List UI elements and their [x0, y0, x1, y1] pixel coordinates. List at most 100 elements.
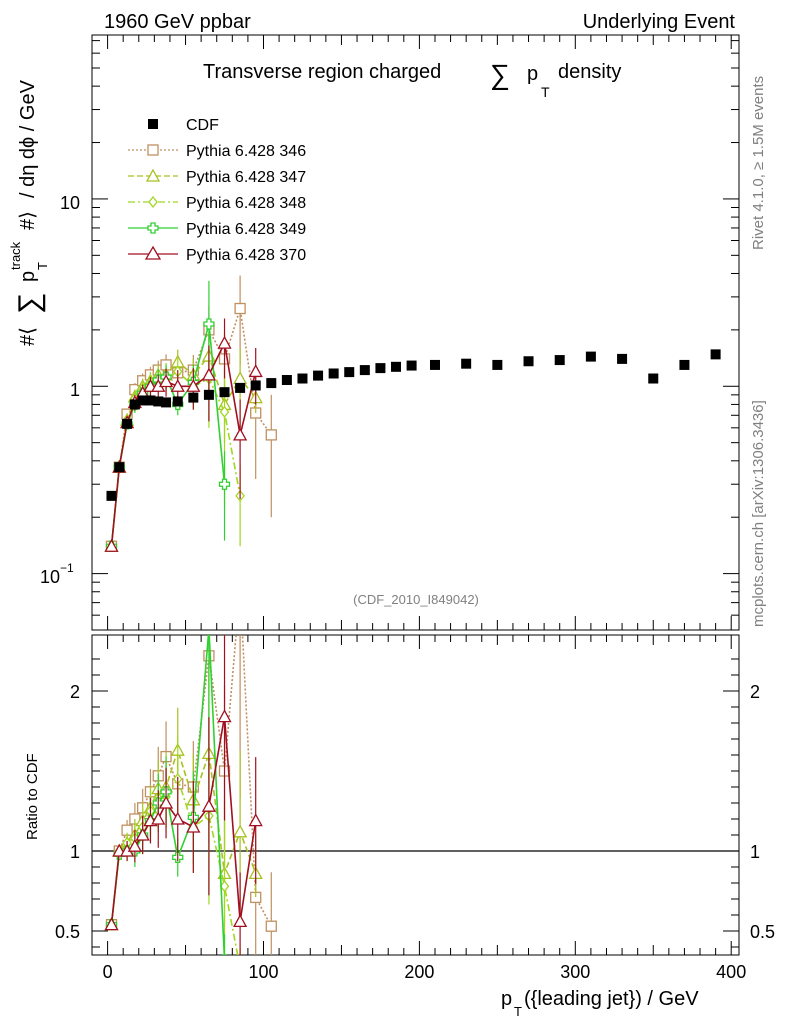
data-point [204, 624, 214, 634]
cdf-data-point [359, 365, 370, 376]
cdf-data-point [137, 395, 148, 406]
ylabel-rest: / dη dϕ / GeV [17, 79, 39, 198]
ratio-plot-frame [91, 634, 740, 956]
cdf-data-point [391, 361, 402, 372]
data-point [221, 954, 228, 955]
ratio-series-line [110, 747, 257, 925]
cdf-data-point [406, 360, 417, 371]
data-point [218, 478, 231, 490]
cdf-data-point [297, 373, 308, 384]
ylabel-hash-open: #⟨ [17, 327, 39, 346]
ratio-ytick-label: 0.5 [55, 922, 80, 942]
legend-label-370: Pythia 6.428 370 [186, 247, 306, 264]
cdf-data-point [161, 397, 172, 408]
data-point [127, 838, 142, 852]
data-point [265, 920, 277, 932]
cdf-data-point [145, 395, 156, 406]
data-point [233, 427, 248, 441]
cdf-data-point [122, 418, 133, 429]
plot-title-p: p [527, 63, 538, 85]
cdf-data-point [114, 462, 125, 473]
x-axis-label: p T ({leading jet}) / GeV [501, 988, 699, 1019]
ratio-ytick-label: 1 [70, 842, 80, 862]
legend-marker-347 [145, 168, 161, 182]
data-point [158, 374, 174, 388]
legend-marker-370 [144, 245, 162, 260]
ratio-series-pythia-6.428-349 [105, 624, 228, 955]
data-point [235, 582, 245, 592]
cdf-data-point [710, 349, 721, 360]
ratio-ytick-label-right: 2 [750, 682, 760, 702]
legend-label-cdf: CDF [186, 117, 219, 134]
data-point [217, 709, 232, 723]
plot-title-sigma: ∑ [490, 59, 510, 90]
cdf-data-point [648, 373, 659, 384]
ratio-ytick-label: 2 [70, 682, 80, 702]
legend-entry-348: Pythia 6.428 348 [128, 195, 306, 212]
series-pythia-6.428-370 [104, 318, 263, 552]
plot-title: Transverse region charged ∑ p T density [203, 59, 621, 100]
legend-entry-347: Pythia 6.428 347 [128, 168, 306, 186]
ylabel-sigma: ∑ [13, 293, 46, 314]
cdf-data-point [235, 382, 246, 393]
legend-entry-349: Pythia 6.428 349 [128, 221, 306, 238]
ylabel-p: p [17, 271, 39, 282]
legend-marker-348 [148, 195, 158, 209]
ytick-label-1: 1 [70, 380, 80, 400]
legend-marker-349 [147, 222, 159, 234]
series-pythia-6.428-348 [106, 348, 245, 553]
cdf-data-point [429, 359, 440, 370]
cdf-data-point [188, 392, 199, 403]
legend-marker-cdf [148, 119, 158, 129]
data-point [186, 819, 201, 833]
data-point [217, 335, 232, 349]
data-point [265, 429, 277, 441]
cdf-data-point [281, 375, 292, 386]
ratio-series-pythia-6.428-346 [105, 582, 277, 955]
data-point [203, 318, 215, 330]
cdf-data-point [153, 396, 164, 407]
cdf-data-point [172, 396, 183, 407]
ylabel-sup: track [8, 241, 23, 270]
cdf-data-point [554, 355, 565, 366]
legend-label-348: Pythia 6.428 348 [186, 195, 306, 212]
main-plot-data [104, 275, 721, 553]
data-point [233, 914, 248, 928]
legend-label-347: Pythia 6.428 347 [186, 169, 306, 186]
cdf-data-point [375, 363, 386, 374]
plot-title-post: density [558, 61, 621, 83]
legend-entry-370: Pythia 6.428 370 [128, 245, 306, 264]
main-plot-frame [91, 34, 740, 631]
header-right: Underlying Event [583, 11, 736, 33]
cdf-data-point [344, 367, 355, 378]
cdf-data-point [328, 368, 339, 379]
ytick-label-0.1-base: 10 [40, 567, 60, 587]
ytick-label-0.1: 10 −1 [40, 561, 74, 587]
xtick-label: 0 [103, 962, 113, 982]
rivet-version-label: Rivet 4.1.0, ≥ 1.5M events [750, 76, 767, 250]
cdf-data-point [106, 490, 117, 501]
data-point [201, 798, 217, 812]
ylabel-sub: T [35, 262, 50, 270]
data-point [233, 371, 248, 385]
ytick-label-0.1-exp: −1 [60, 561, 74, 575]
ratio-plot-data [104, 582, 277, 955]
cdf-data-point [203, 389, 214, 400]
xlabel-rest: ({leading jet}) / GeV [524, 988, 699, 1010]
header-left: 1960 GeV ppbar [104, 11, 251, 33]
data-point [201, 367, 217, 381]
cdf-data-point [129, 399, 140, 410]
xlabel-p: p [501, 988, 512, 1010]
data-point [219, 880, 230, 893]
data-point [170, 811, 185, 825]
xtick-label: 100 [248, 962, 278, 982]
legend-label-346: Pythia 6.428 346 [186, 143, 306, 160]
legend-label-349: Pythia 6.428 349 [186, 221, 306, 238]
data-point [104, 538, 119, 552]
cdf-data-point [617, 353, 628, 364]
legend-marker-346 [147, 144, 159, 156]
data-point [233, 824, 248, 838]
data-point [186, 378, 201, 392]
series-line [110, 308, 272, 547]
